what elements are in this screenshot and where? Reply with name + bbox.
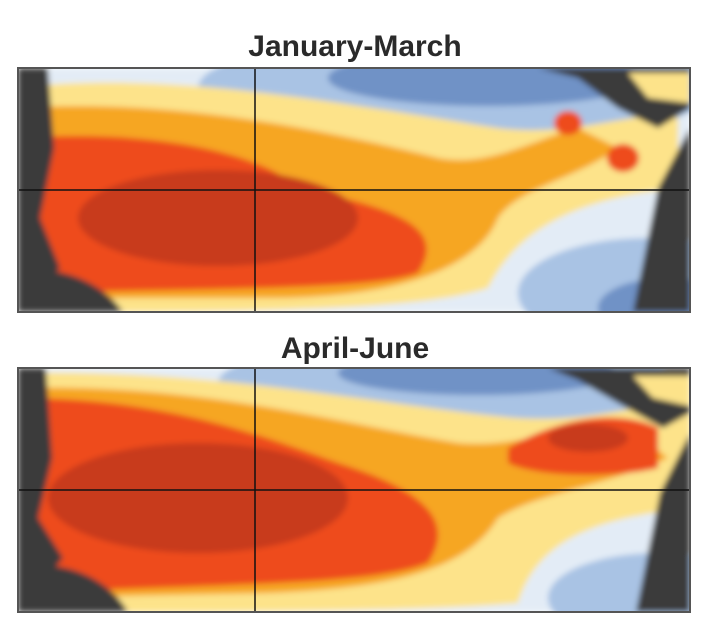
panel-title: January-March xyxy=(248,30,461,63)
map-panel xyxy=(17,67,691,313)
map-panel xyxy=(17,367,691,613)
panel-title: April-June xyxy=(281,332,429,365)
